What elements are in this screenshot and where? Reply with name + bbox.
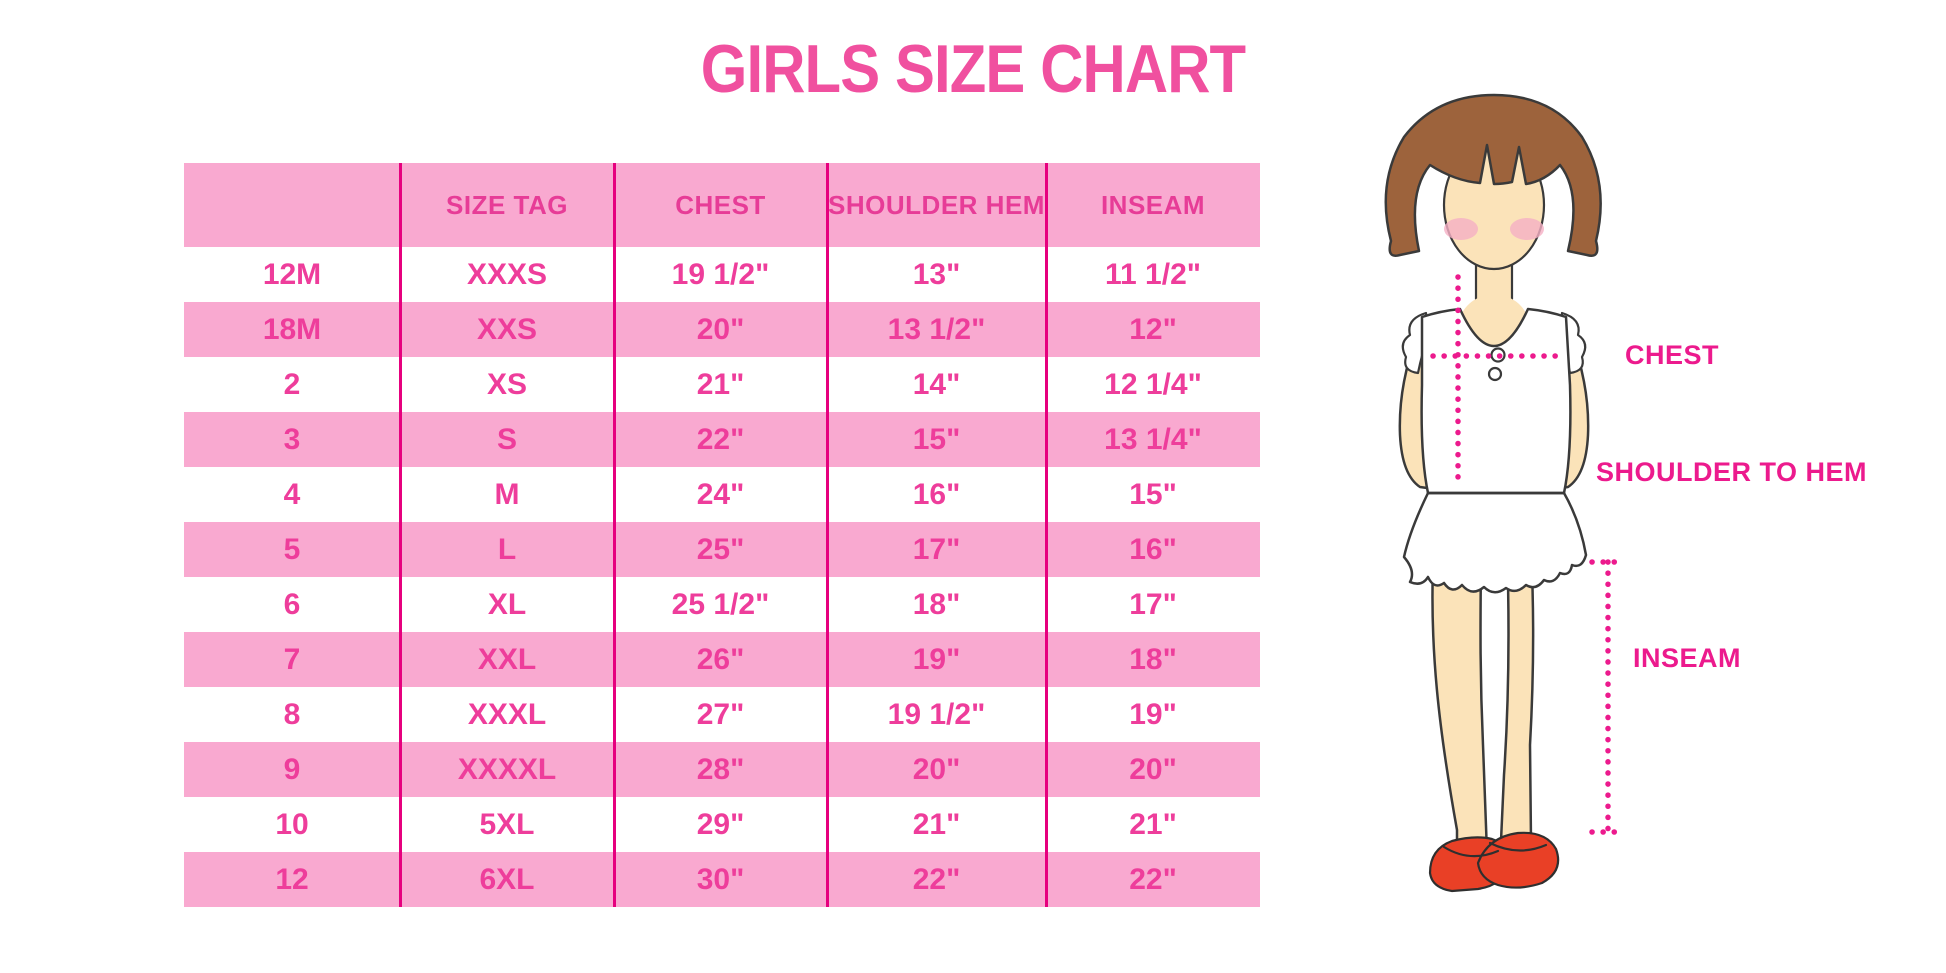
table-cell: 29" [696, 807, 745, 841]
table-cell: 20" [912, 752, 961, 786]
table-cell: 30" [696, 862, 745, 896]
column-divider [1045, 163, 1048, 907]
table-cell: 6 [283, 587, 301, 621]
table-cell: 15" [912, 422, 961, 456]
blush-right [1510, 218, 1544, 240]
table-cell: 21" [1129, 807, 1177, 841]
table-cell: 16" [912, 477, 961, 511]
table-cell: 27" [696, 697, 745, 731]
table-cell: 13" [912, 257, 961, 291]
table-cell: 12 1/4" [1104, 367, 1202, 401]
table-row: 12 6XL 30" 22" 22" [184, 852, 1260, 907]
table-body: 12M XXXS 19 1/2" 13" 11 1/2" 18M XXS 20" 13 1/2"… [184, 247, 1260, 907]
table-cell: 22" [912, 862, 961, 896]
table-row: 12M XXXS 19 1/2" 13" 11 1/2" [184, 247, 1260, 302]
table-cell: 13 1/2" [887, 312, 986, 346]
inseam-label: INSEAM [1633, 643, 1742, 673]
table-cell: 17" [1129, 587, 1177, 621]
header-cell-chest: CHEST [675, 189, 766, 220]
table-cell: 20" [696, 312, 745, 346]
table-row: 2 XS 21" 14" 12 1/4" [184, 357, 1260, 412]
table-cell: 16" [1129, 532, 1177, 566]
table-cell: 12" [1129, 312, 1177, 346]
table-cell: 14" [912, 367, 961, 401]
header-cell-size-tag: SIZE TAG [446, 189, 568, 220]
table-cell: 5 [283, 532, 301, 566]
table-cell: 19" [1129, 697, 1177, 731]
table-header-row: SIZE TAG CHEST SHOULDER HEM INSEAM [184, 163, 1260, 247]
table-cell: XXXXL [457, 752, 557, 786]
table-cell: 19" [912, 642, 961, 676]
table-cell: 13 1/4" [1104, 422, 1202, 456]
table-cell: 21" [696, 367, 745, 401]
table-cell: XS [486, 367, 528, 401]
table-cell: 19 1/2" [887, 697, 986, 731]
bodice-buttons [1487, 347, 1506, 382]
table-cell: XL [487, 587, 527, 621]
table-cell: 9 [283, 752, 301, 786]
table-cell: 2 [283, 367, 301, 401]
table-cell: M [494, 477, 520, 511]
table-cell: 28" [696, 752, 745, 786]
table-row: 10 5XL 29" 21" 21" [184, 797, 1260, 852]
table-cell: 26" [696, 642, 745, 676]
size-table: SIZE TAG CHEST SHOULDER HEM INSEAM 12M XX… [184, 163, 1260, 907]
table-row: 7 XXL 26" 19" 18" [184, 632, 1260, 687]
table-cell: 8 [283, 697, 301, 731]
table-cell: 12 [275, 862, 309, 896]
table-cell: 12M [262, 257, 322, 291]
table-cell: 20" [1129, 752, 1177, 786]
table-cell: 11 1/2" [1105, 257, 1201, 291]
table-row: 4 M 24" 16" 15" [184, 467, 1260, 522]
table-cell: 17" [912, 532, 961, 566]
table-cell: 18M [262, 312, 322, 346]
table-cell: 18" [1129, 642, 1177, 676]
header-cell-inseam: INSEAM [1100, 189, 1206, 220]
table-cell: 25" [696, 532, 745, 566]
shoulder-to-hem-label: SHOULDER TO HEM [1596, 457, 1868, 487]
table-cell: XXS [476, 312, 538, 346]
table-cell: XXL [477, 642, 537, 676]
chest-label: CHEST [1625, 340, 1720, 370]
measurement-lines [1430, 274, 1623, 835]
girl-hair [1384, 93, 1602, 257]
column-divider [399, 163, 402, 907]
table-cell: 3 [283, 422, 301, 456]
girl-skirt [1402, 491, 1588, 594]
table-cell: 21" [912, 807, 961, 841]
table-cell: XXXS [466, 257, 548, 291]
page-title: GIRLS SIZE CHART [700, 31, 1246, 107]
table-cell: S [496, 422, 517, 456]
table-cell: 5XL [479, 807, 535, 841]
table-cell: 4 [283, 477, 301, 511]
table-cell: 22" [696, 422, 745, 456]
table-cell: 6XL [479, 862, 535, 896]
table-cell: L [497, 532, 517, 566]
table-row: 8 XXXL 27" 19 1/2" 19" [184, 687, 1260, 742]
header-cell-shoulder-hem: SHOULDER HEM [828, 189, 1045, 220]
table-cell: 7 [283, 642, 301, 676]
column-divider [826, 163, 829, 907]
table-row: 9 XXXXL 28" 20" 20" [184, 742, 1260, 797]
blush-left [1444, 218, 1478, 240]
table-cell: 24" [696, 477, 745, 511]
table-cell: 15" [1129, 477, 1177, 511]
column-divider [613, 163, 616, 907]
table-cell: 25 1/2" [671, 587, 770, 621]
table-row: 3 S 22" 15" 13 1/4" [184, 412, 1260, 467]
table-cell: 18" [912, 587, 961, 621]
table-cell: 22" [1129, 862, 1177, 896]
table-cell: 10 [275, 807, 309, 841]
table-row: 5 L 25" 17" 16" [184, 522, 1260, 577]
girl-illustration [1384, 93, 1623, 893]
header-cell-size [184, 163, 400, 247]
table-row: 18M XXS 20" 13 1/2" 12" [184, 302, 1260, 357]
table-cell: 19 1/2" [671, 257, 770, 291]
table-cell: XXXL [467, 697, 547, 731]
girl-shoes [1428, 831, 1560, 893]
table-row: 6 XL 25 1/2" 18" 17" [184, 577, 1260, 632]
